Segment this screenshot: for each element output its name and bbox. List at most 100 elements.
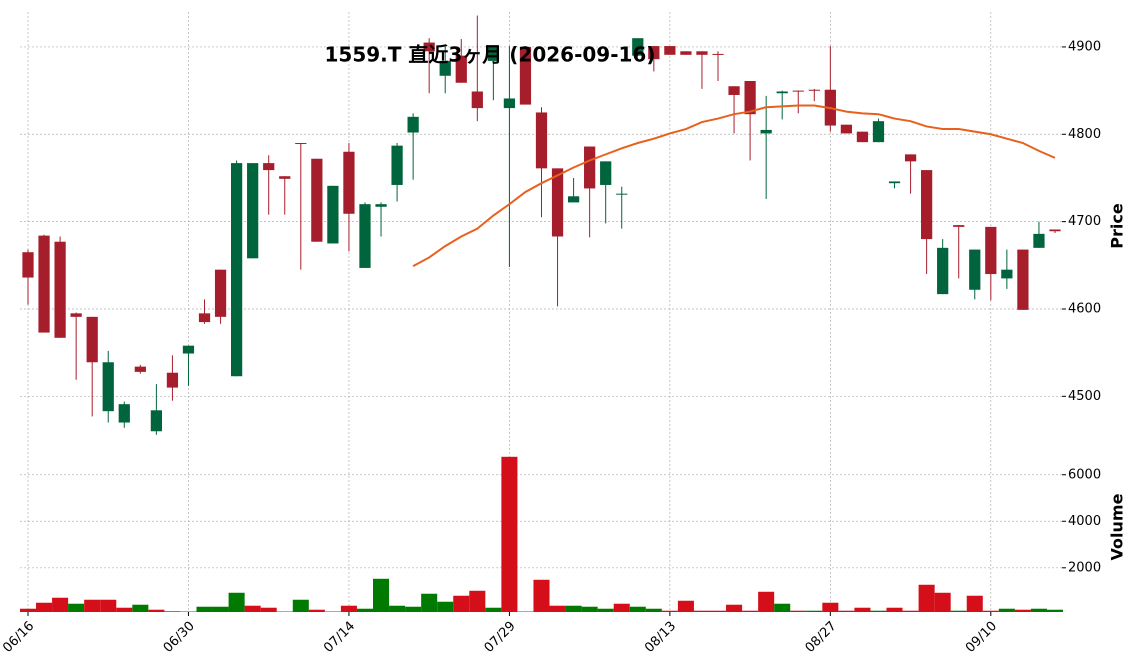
candle-body bbox=[1033, 233, 1045, 248]
candle-body bbox=[953, 225, 965, 227]
volume-bar bbox=[196, 606, 213, 612]
candle-body bbox=[904, 154, 917, 162]
volume-bar bbox=[389, 605, 406, 612]
x-tick-label: 08/13 bbox=[642, 619, 679, 656]
volume-bar bbox=[661, 610, 678, 612]
candle-body bbox=[54, 241, 66, 338]
candle-body bbox=[150, 410, 162, 432]
candle-body bbox=[728, 86, 740, 95]
volume-bar bbox=[132, 604, 149, 612]
volume-bar bbox=[260, 607, 277, 612]
volume-bar bbox=[966, 595, 983, 612]
candle-body bbox=[1001, 269, 1013, 279]
y-tick-label: 4600 bbox=[1068, 301, 1101, 316]
y-tick-label: 4500 bbox=[1068, 389, 1101, 404]
volume-bar bbox=[36, 602, 53, 612]
volume-tick-label: 2000 bbox=[1068, 560, 1101, 575]
candle-body bbox=[359, 204, 371, 268]
candle-body bbox=[134, 366, 146, 372]
candle-body bbox=[648, 46, 660, 60]
candle-body bbox=[872, 121, 885, 143]
volume-bar bbox=[437, 601, 454, 612]
candle-body bbox=[921, 170, 933, 240]
candle-body bbox=[22, 252, 34, 278]
y-tick-label: 4800 bbox=[1068, 127, 1101, 142]
volume-bar bbox=[421, 593, 438, 612]
candle-body bbox=[311, 158, 323, 242]
volume-tick-label: 6000 bbox=[1068, 467, 1101, 482]
volume-bar bbox=[1014, 609, 1031, 612]
volume-bar bbox=[693, 610, 710, 612]
volume-bar bbox=[677, 600, 694, 612]
candle-body bbox=[969, 249, 981, 290]
volume-bar bbox=[758, 591, 775, 612]
volume-bar bbox=[100, 599, 117, 612]
volume-bar bbox=[453, 595, 470, 612]
volume-bar bbox=[597, 608, 614, 612]
volume-bar bbox=[356, 608, 374, 612]
candle-body bbox=[247, 163, 259, 259]
volume-bar bbox=[790, 610, 807, 612]
volume-bar bbox=[629, 606, 646, 612]
candle-body bbox=[1049, 229, 1061, 232]
volume-bar bbox=[212, 606, 229, 612]
volume-bar bbox=[52, 597, 69, 612]
volume-bar bbox=[565, 605, 582, 612]
volume-bar bbox=[982, 610, 999, 612]
x-tick-label: 06/16 bbox=[0, 619, 37, 656]
candle-body bbox=[295, 143, 307, 145]
moving-average bbox=[412, 104, 1056, 268]
candle-body bbox=[439, 60, 451, 76]
candle-body bbox=[744, 81, 756, 115]
volume-bar bbox=[469, 590, 486, 612]
candle-body bbox=[375, 204, 387, 207]
volume-bar bbox=[405, 606, 422, 612]
chart-title: 1559.T 直近3ヶ月 (2026-09-16) bbox=[325, 43, 656, 67]
candle-body bbox=[487, 46, 499, 61]
candle-body bbox=[664, 46, 676, 55]
candle-body bbox=[198, 313, 211, 323]
volume-bar bbox=[726, 604, 743, 612]
candle-body bbox=[38, 235, 50, 333]
volume-bar bbox=[613, 603, 630, 612]
candle-body bbox=[937, 247, 949, 295]
volume-bar bbox=[308, 609, 325, 612]
volume-bar bbox=[1030, 608, 1047, 612]
volume-bar bbox=[950, 610, 967, 612]
candle-body bbox=[680, 51, 692, 55]
volume-bar bbox=[19, 608, 37, 612]
candle-body bbox=[616, 193, 628, 195]
candle-body bbox=[808, 89, 820, 91]
candle-body bbox=[632, 38, 644, 56]
candle-body bbox=[792, 90, 804, 92]
volume-bar bbox=[870, 610, 887, 612]
candle-body bbox=[118, 404, 130, 423]
candle-body bbox=[985, 226, 997, 275]
volume-bar bbox=[806, 610, 823, 612]
candle-body bbox=[503, 98, 516, 109]
volume-tick-label: 4000 bbox=[1068, 514, 1101, 529]
volume-bar bbox=[228, 592, 245, 612]
candle-body bbox=[70, 313, 82, 317]
candle-body bbox=[214, 269, 227, 317]
volume-bar bbox=[501, 456, 518, 612]
volume-bar bbox=[164, 611, 181, 612]
volume-bar bbox=[485, 607, 502, 612]
volume-bar bbox=[1046, 609, 1064, 612]
volume-bar bbox=[902, 610, 919, 612]
volume-bar bbox=[533, 579, 550, 612]
volume-bar bbox=[373, 578, 390, 612]
volume-bar bbox=[934, 592, 951, 612]
volume-bar bbox=[148, 609, 165, 612]
candle-body bbox=[263, 163, 275, 171]
candle-body bbox=[760, 129, 772, 134]
candle-body bbox=[423, 42, 435, 52]
candle-body bbox=[856, 131, 869, 143]
candle-body bbox=[230, 163, 243, 377]
volume-axis-label: Volume bbox=[1108, 493, 1127, 560]
candle-body bbox=[391, 145, 403, 185]
volume-bar bbox=[774, 603, 791, 612]
candle-body bbox=[86, 316, 98, 363]
y-axis-label: Price bbox=[1108, 203, 1127, 249]
